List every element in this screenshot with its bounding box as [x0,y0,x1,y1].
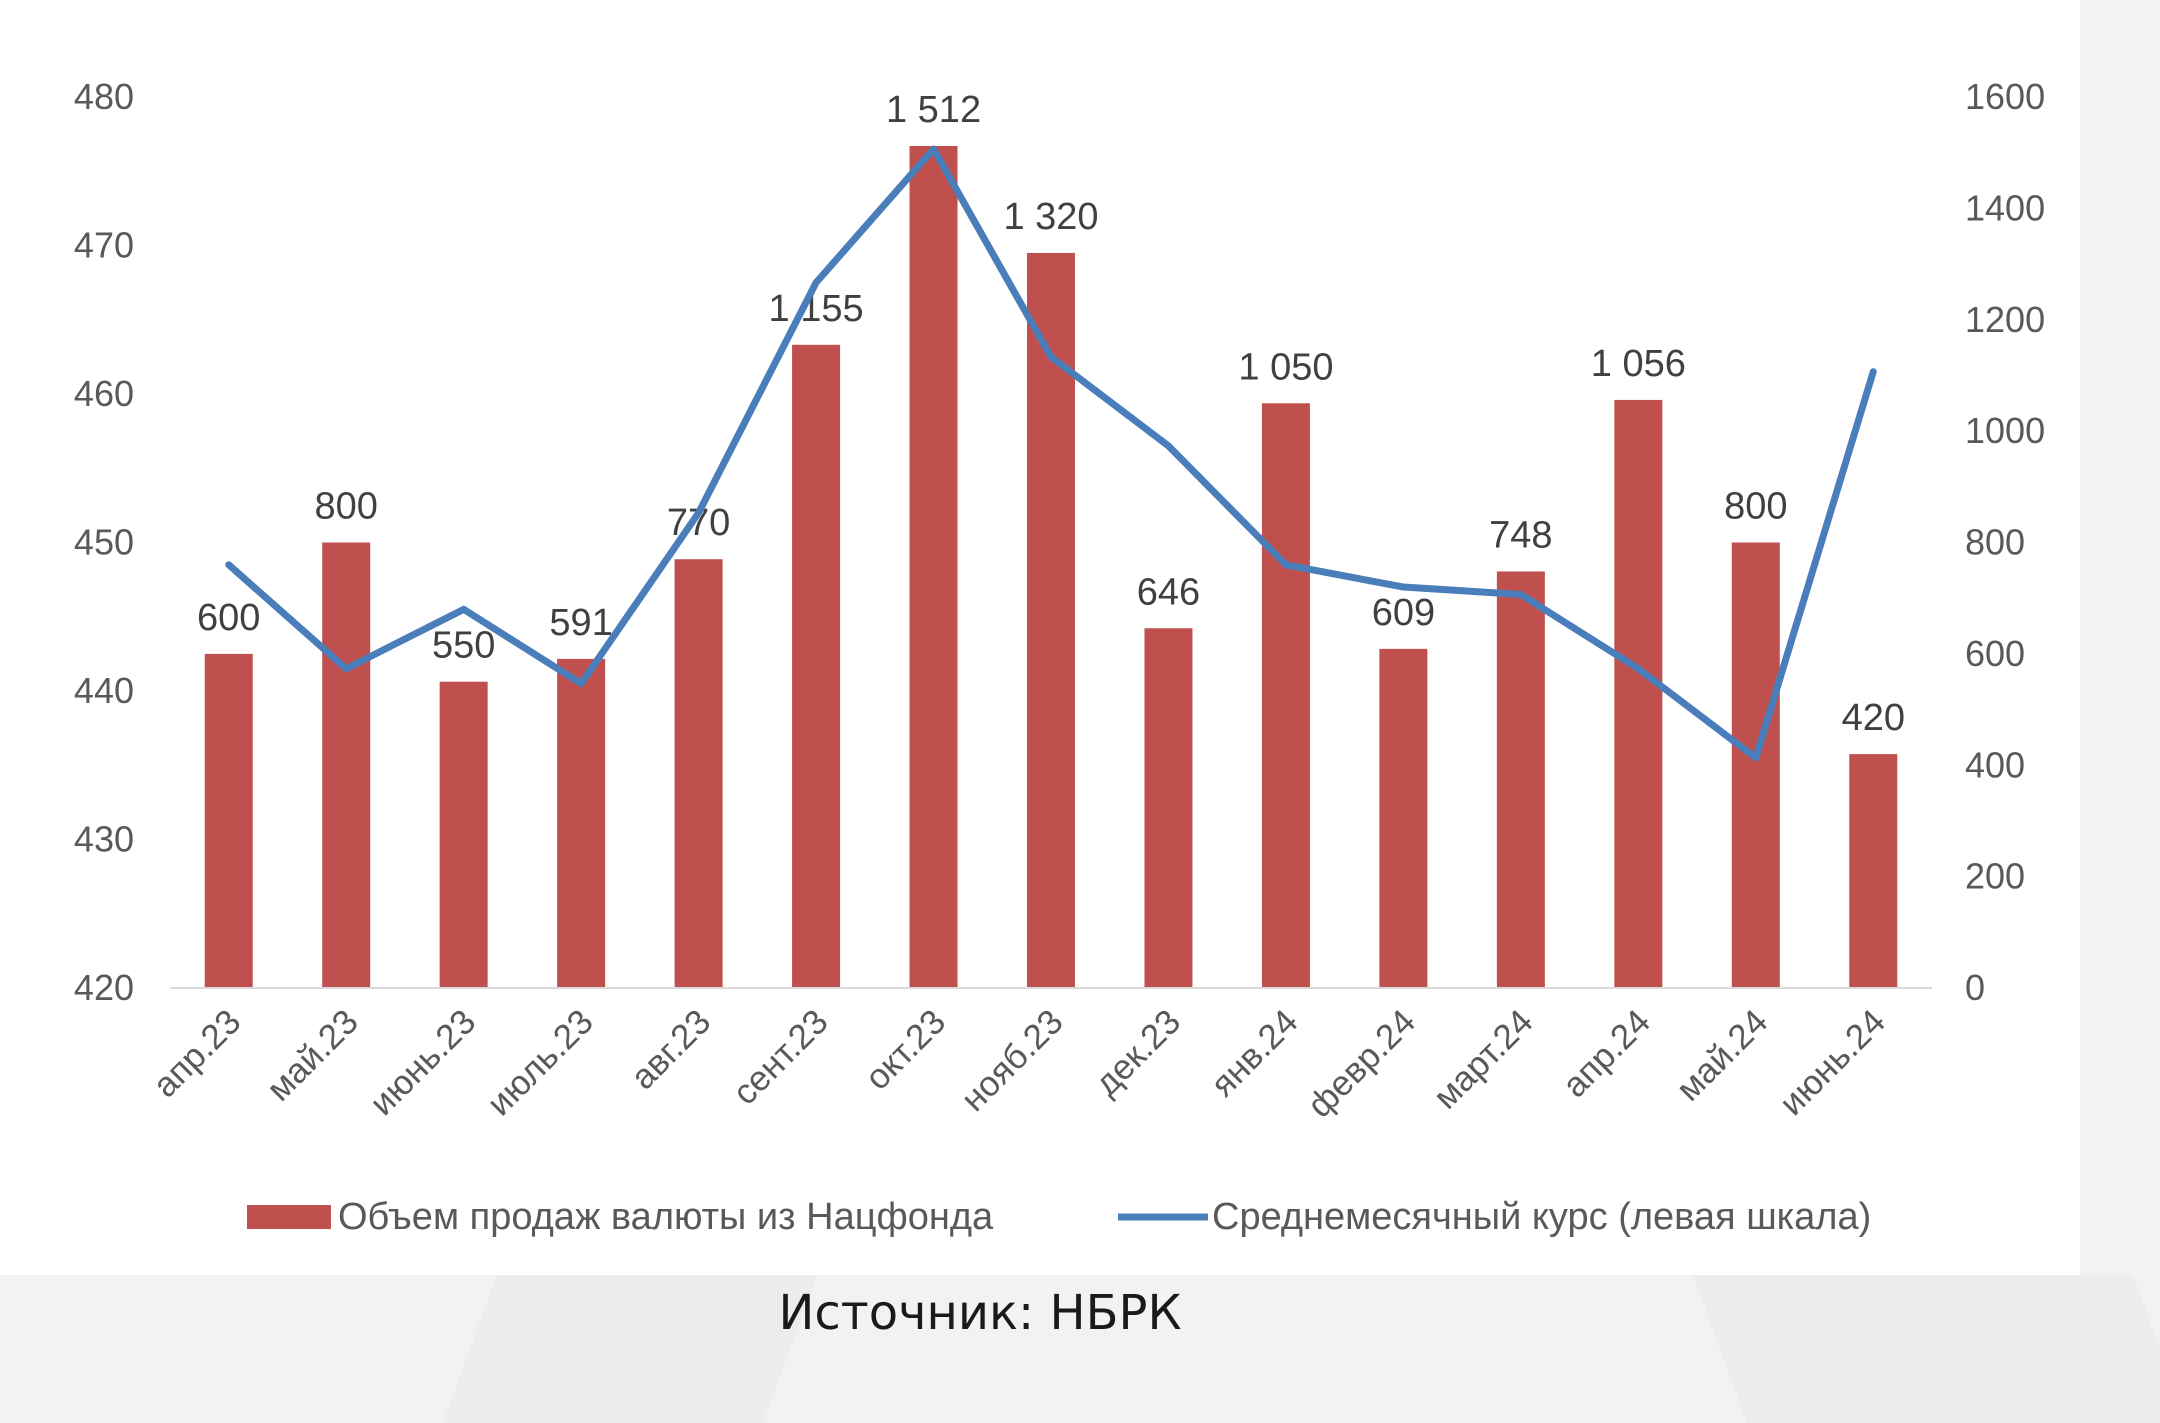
left-tick-label-1: 430 [74,819,134,860]
bar-data-label-11: 748 [1489,514,1552,556]
x-tick-label-10: февр.24 [1300,1002,1423,1125]
source-caption: Источник: НБРК [778,1285,1182,1341]
bar-10 [1379,648,1428,988]
right-tick-label-7: 1400 [1965,187,2045,228]
bar-7 [1027,252,1075,989]
right-tick-label-3: 600 [1965,633,2025,674]
bar-11 [1496,571,1545,988]
x-tick-label-9: янв.24 [1203,1002,1305,1104]
left-tick-label-6: 480 [74,76,134,117]
bar-data-label-0: 600 [197,597,260,639]
bar-data-label-7: 1 320 [1003,196,1098,238]
right-tick-label-1: 200 [1965,856,2025,897]
bars-group [204,146,1898,989]
bar-data-label-5: 1 155 [769,288,864,330]
right-axis: 0 200 400 600 800 1000 1200 1400 1600 [1965,76,2045,1008]
legend-bar-label: Объем продаж валюты из Нацфонда [338,1196,994,1238]
x-tick-label-14: июнь.24 [1772,1002,1893,1123]
bar-data-label-1: 800 [314,486,377,528]
bar-1 [322,542,371,988]
legend-line-label: Среднемесячный курс (левая шкала) [1212,1196,1871,1238]
bar-14 [1849,754,1898,988]
x-tick-label-0: апр.23 [145,1002,248,1105]
line-series-group [225,145,1877,762]
x-tick-label-8: дек.23 [1087,1002,1188,1103]
bar-13 [1731,542,1780,988]
bar-data-label-3: 591 [549,602,612,644]
right-tick-label-2: 400 [1965,744,2025,785]
bar-data-label-12: 1 056 [1591,343,1686,385]
bar-data-label-9: 1 050 [1238,346,1333,388]
right-tick-label-6: 1200 [1965,299,2045,340]
left-tick-label-2: 440 [74,670,134,711]
bar-9 [1261,403,1310,988]
bar-2 [439,681,488,988]
line-series [225,145,1877,762]
legend: Объем продаж валюты из Нацфонда Среднеме… [247,1196,1871,1238]
bar-data-label-10: 609 [1372,592,1435,634]
right-tick-label-0: 0 [1965,967,1985,1008]
x-tick-label-13: май.24 [1669,1002,1776,1109]
x-tick-label-4: авг.23 [623,1002,718,1097]
legend-bar-swatch [247,1205,331,1229]
bar-12 [1614,399,1663,988]
left-tick-label-4: 460 [74,373,134,414]
bar-0 [204,653,253,988]
right-tick-label-8: 1600 [1965,76,2045,117]
x-tick-label-5: сент.23 [725,1002,835,1112]
x-tick-label-6: окт.23 [858,1002,953,1097]
bar-data-label-14: 420 [1842,697,1905,739]
left-tick-label-5: 470 [74,225,134,266]
x-tick-label-11: март.24 [1426,1002,1541,1117]
bar-3 [557,658,606,988]
bar-8 [1144,628,1193,988]
right-tick-label-5: 1000 [1965,410,2045,451]
bar-4 [674,559,723,988]
x-tick-label-2: июнь.23 [362,1002,483,1123]
chart-panel: 600 800 550 591 770 1 155 1 512 1 320 646 1 050 60… [0,0,2080,1275]
bar-data-label-13: 800 [1724,486,1787,528]
left-axis: 420 430 440 450 460 470 480 [74,76,134,1008]
x-tick-label-3: июль.23 [480,1002,601,1123]
bar-6 [909,146,958,988]
x-tick-label-7: нояб.23 [954,1002,1071,1119]
bar-data-label-2: 550 [432,625,495,667]
x-tick-label-1: май.23 [259,1002,366,1109]
bar-data-label-8: 646 [1137,571,1200,613]
bar-data-label-6: 1 512 [886,89,981,131]
left-tick-label-3: 450 [74,522,134,563]
left-tick-label-0: 420 [74,967,134,1008]
bar-5 [792,344,841,988]
x-tick-label-12: апр.24 [1555,1002,1658,1105]
right-tick-label-4: 800 [1965,522,2025,563]
